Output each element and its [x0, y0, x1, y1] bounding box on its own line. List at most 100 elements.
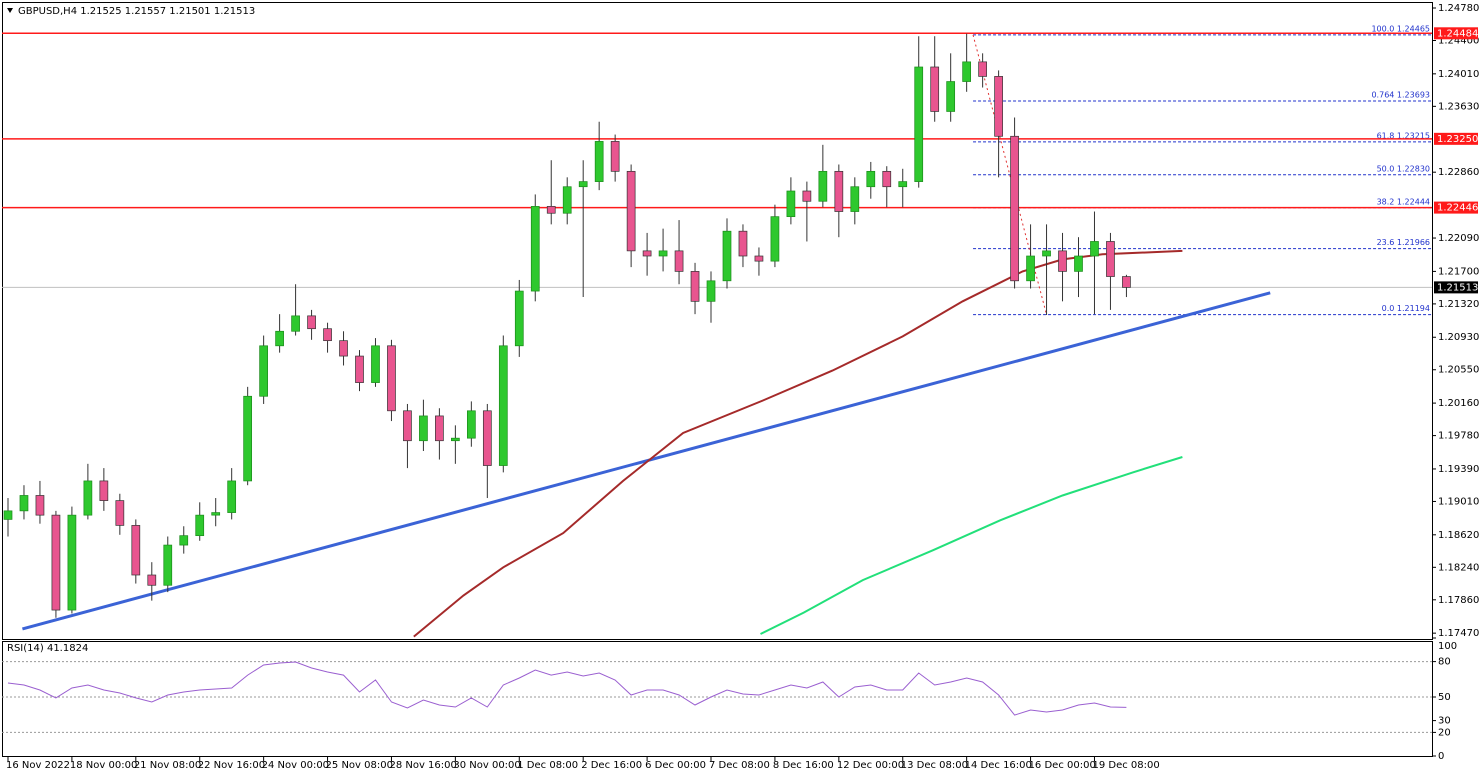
x-tick-label: 1 Dec 08:00 [517, 760, 578, 771]
x-tick-label: 6 Dec 00:00 [645, 760, 706, 771]
candle-body [1042, 250, 1051, 257]
moving-average [413, 249, 1183, 638]
candle-body [914, 66, 924, 182]
candle-body [578, 181, 588, 188]
last-price-box [1434, 281, 1478, 294]
candle-body [355, 355, 364, 383]
trend-line [22, 291, 1271, 631]
candle-body [451, 437, 460, 442]
y-tick-label: 1.21700 [1438, 266, 1479, 277]
candle-body [307, 315, 316, 330]
candle-body [67, 514, 77, 611]
candle-body [1058, 250, 1067, 272]
level-price-label: 1.23250 [1437, 134, 1478, 145]
rsi-y-tick-label: 80 [1438, 657, 1451, 668]
x-tick-label: 12 Dec 00:00 [837, 760, 904, 771]
rsi-line [7, 661, 1127, 716]
candle-body [3, 510, 13, 520]
rsi-y-tick-label: 0 [1438, 751, 1444, 762]
candle-body [658, 250, 668, 257]
candle-body [722, 230, 732, 282]
y-tick-label: 1.21320 [1438, 299, 1479, 310]
candle-body [83, 480, 93, 516]
fib-label: 100.0 1.24465 [1371, 24, 1430, 33]
y-tick-label: 1.19010 [1438, 496, 1479, 507]
candle-body [371, 345, 380, 383]
candle-body [610, 141, 620, 172]
candle-body [1106, 241, 1115, 277]
candle-body [259, 345, 268, 397]
x-tick-label: 16 Nov 2022 [6, 760, 70, 771]
x-tick-label: 2 Dec 16:00 [581, 760, 642, 771]
candle-body [1010, 135, 1019, 282]
candle-body [275, 330, 284, 347]
candle-body [1090, 241, 1099, 257]
candle-body [818, 170, 828, 202]
y-tick-label: 1.20550 [1438, 365, 1479, 376]
candle-body [962, 61, 972, 82]
rsi-title: RSI(14) 41.1824 [7, 643, 88, 654]
candle-body [946, 81, 956, 112]
candle-body [99, 480, 109, 501]
y-tick-label: 1.19780 [1438, 431, 1479, 442]
fib-label: 0.764 1.23693 [1371, 90, 1430, 99]
candle-body [850, 186, 860, 212]
candle-body [674, 250, 684, 272]
candle-body [323, 328, 332, 342]
level-price-label: 1.24484 [1437, 28, 1478, 39]
x-tick-label: 30 Nov 00:00 [453, 760, 520, 771]
candle-body [498, 345, 508, 466]
candle-body [419, 415, 428, 442]
level-price-box [1434, 201, 1478, 214]
x-tick-label: 24 Nov 00:00 [262, 760, 329, 771]
candle-body [403, 410, 412, 442]
candle-body [131, 525, 141, 576]
collapse-icon [7, 8, 13, 13]
last-price-label: 1.21513 [1437, 282, 1478, 293]
fib-label: 38.2 1.22444 [1377, 197, 1430, 206]
candle-body [770, 216, 780, 262]
candle-body [738, 230, 748, 257]
candle-body [1074, 255, 1083, 272]
candle-body [35, 495, 45, 516]
candle-body [163, 544, 173, 586]
y-tick-label: 1.20160 [1438, 398, 1479, 409]
fib-label: 23.6 1.21966 [1377, 238, 1430, 247]
candle-body [51, 514, 61, 611]
candle-body [994, 76, 1003, 137]
rsi-y-tick-label: 20 [1438, 727, 1451, 738]
y-tick-label: 1.17860 [1438, 595, 1479, 606]
x-tick-label: 14 Dec 16:00 [965, 760, 1032, 771]
y-tick-label: 1.23630 [1438, 101, 1479, 112]
candle-body [898, 181, 908, 188]
candle-body [514, 290, 524, 347]
x-tick-label: 8 Dec 16:00 [773, 760, 834, 771]
x-tick-label: 16 Dec 00:00 [1029, 760, 1096, 771]
candle-body [978, 61, 987, 77]
y-tick-label: 1.22090 [1438, 233, 1479, 244]
candle-body [690, 271, 700, 302]
y-tick-label: 1.17470 [1438, 628, 1479, 639]
x-tick-label: 25 Nov 08:00 [326, 760, 393, 771]
fib-label: 0.0 1.21194 [1382, 304, 1430, 313]
candle-body [291, 315, 300, 332]
candle-body [147, 574, 157, 586]
y-tick-label: 1.24010 [1438, 69, 1479, 80]
y-tick-label: 1.20930 [1438, 332, 1479, 343]
candle-body [211, 512, 221, 516]
level-price-box [1434, 132, 1478, 145]
candle-body [626, 170, 636, 252]
candle-body [530, 206, 540, 292]
y-tick-label: 1.18620 [1438, 530, 1479, 541]
y-tick-label: 1.24780 [1438, 3, 1479, 14]
candle-body [754, 255, 764, 262]
candle-body [435, 415, 444, 442]
y-tick-label: 1.19390 [1438, 464, 1479, 475]
y-tick-label: 1.18240 [1438, 562, 1479, 573]
candle-body [243, 395, 253, 482]
chart-title: GBPUSD,H4 1.21525 1.21557 1.21501 1.2151… [18, 6, 255, 17]
x-tick-label: 22 Nov 16:00 [198, 760, 265, 771]
rsi-y-tick-label: 100 [1438, 641, 1457, 652]
x-tick-label: 18 Nov 00:00 [70, 760, 137, 771]
